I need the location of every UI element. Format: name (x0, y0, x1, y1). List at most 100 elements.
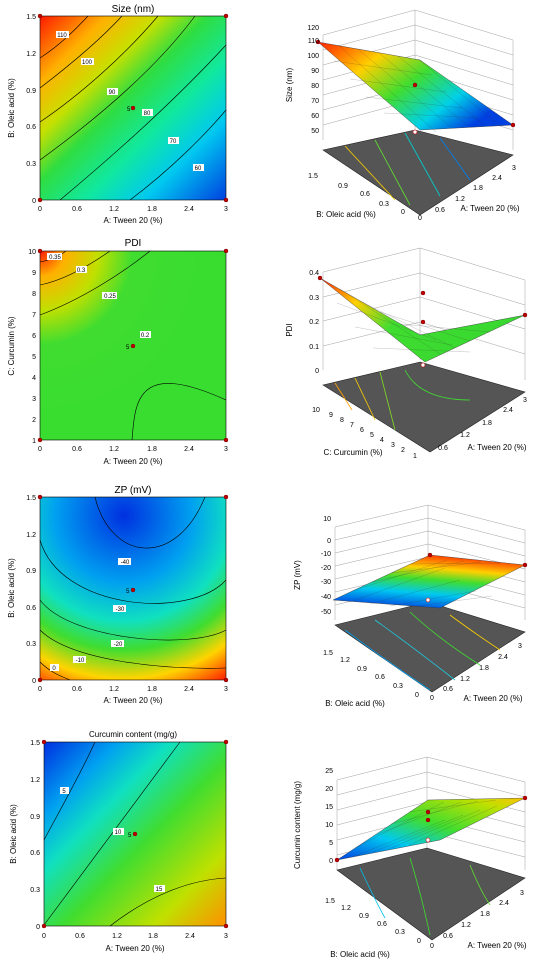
center-point (130, 105, 136, 111)
x-tick: 1.2 (112, 933, 122, 940)
curcumin-contour-label-15: 15 (156, 887, 163, 893)
z-tick: -20 (321, 565, 331, 572)
design-point-below (420, 362, 426, 368)
x-tick: 0 (418, 215, 422, 222)
design-point (223, 248, 229, 254)
x-tick: 3 (224, 686, 228, 693)
curcumin-surface-ylabel: B: Oleic acid (%) (330, 950, 390, 959)
z-tick: 15 (325, 804, 333, 811)
curcumin-surface-plot: 0 5 10 15 20 25 Curcumin content (mg/g) … (293, 756, 528, 959)
design-point (37, 677, 43, 683)
pdi-surface-ylabel: C: Curcumin (%) (323, 448, 382, 457)
zp-contour-label-40: -40 (121, 560, 130, 566)
size-surface-zlabel: Size (nm) (285, 68, 294, 103)
zp-contour-label-0: 0 (52, 666, 56, 672)
x-tick: 2.4 (184, 206, 194, 213)
x-tick: 0.6 (72, 206, 82, 213)
size-surface-xlabel: A: Tween 20 (%) (461, 204, 520, 213)
y-tick: 0.9 (359, 913, 369, 920)
z-tick: 25 (325, 768, 333, 775)
y-tick: 8 (32, 291, 36, 298)
size-surface-ylabel: B: Oleic acid (%) (316, 210, 376, 219)
y-tick: 0.6 (360, 191, 370, 198)
x-tick: 1.2 (109, 206, 119, 213)
y-tick: 0.9 (26, 88, 36, 95)
y-tick: 5 (32, 354, 36, 361)
z-tick: 120 (307, 25, 319, 32)
design-point-below (425, 597, 431, 603)
size-contour-ylabel: B: Oleic acid (%) (7, 78, 16, 138)
z-tick: 0 (327, 538, 331, 545)
zp-contour-xlabel: A: Tween 20 (%) (104, 696, 163, 705)
design-point (223, 197, 229, 203)
zp-surface-xlabel: A: Tween 20 (%) (464, 694, 523, 703)
x-tick: 1.2 (460, 676, 470, 683)
y-tick: 0.6 (375, 674, 385, 681)
y-tick: 3 (391, 442, 395, 449)
z-tick: 80 (311, 83, 319, 90)
z-tick: 0.4 (309, 270, 319, 277)
y-tick: 0 (401, 209, 405, 216)
z-tick: 5 (329, 840, 333, 847)
design-point (223, 677, 229, 683)
y-tick: 0.3 (26, 161, 36, 168)
zp-contour-label-20: -20 (114, 642, 123, 648)
curcumin-contour-ylabel: B: Oleic acid (%) (9, 804, 18, 864)
z-tick: -10 (321, 551, 331, 558)
x-tick: 2.4 (492, 175, 502, 182)
y-tick: 1.5 (325, 898, 335, 905)
pdi-contour-label-03: 0.3 (77, 268, 86, 274)
z-tick: 0.3 (309, 295, 319, 302)
y-tick: 1.5 (26, 14, 36, 21)
size-contour-label-80: 80 (144, 111, 151, 117)
pdi-contour-title: PDI (125, 238, 142, 249)
design-point (412, 82, 418, 88)
design-point (522, 312, 528, 318)
z-tick: -50 (321, 609, 331, 616)
center-point (130, 343, 136, 349)
size-contour-label-60: 60 (195, 166, 202, 172)
y-tick: 0 (32, 678, 36, 685)
y-tick: 0 (32, 198, 36, 205)
pdi-contour-label-02: 0.2 (141, 333, 150, 339)
design-point (37, 494, 43, 500)
size-contour-line-80 (39, 15, 196, 161)
y-tick: 10 (312, 407, 320, 414)
design-point (522, 795, 528, 801)
size-contour-line-90 (39, 15, 159, 123)
y-tick: 4 (380, 437, 384, 444)
pdi-contour-label-035: 0.35 (49, 255, 61, 261)
y-tick: 1 (32, 438, 36, 445)
x-tick: 2.4 (499, 900, 509, 907)
y-tick: 9 (32, 270, 36, 277)
x-tick: 2.4 (184, 446, 194, 453)
zp-contour-label-30: -30 (116, 607, 125, 613)
design-point (37, 248, 43, 254)
center-point-label: 5 (128, 833, 132, 839)
y-tick: 1.5 (308, 173, 318, 180)
z-tick: 100 (307, 53, 319, 60)
center-point (132, 831, 138, 837)
design-point (315, 39, 321, 45)
design-point (223, 494, 229, 500)
curcumin-contour-plot: Curcumin content (mg/g) 5 10 15 5 0 0.6 … (9, 730, 229, 953)
zp-contour-label-10: -10 (76, 658, 85, 664)
y-tick: 1.5 (26, 495, 36, 502)
curcumin-contour-line-15 (109, 877, 227, 927)
y-tick: 0 (36, 924, 40, 931)
curcumin-contour-label-5: 5 (62, 789, 66, 795)
size-surface-plot: 50 60 70 80 90 100 110 120 Size (nm) 1.5… (285, 9, 520, 222)
size-contour-line-60 (129, 109, 227, 201)
center-point-label: 5 (127, 107, 131, 113)
pdi-surface-plot: 0 0.1 0.2 0.3 0.4 PDI 10 9 8 7 6 5 4 3 2… (285, 247, 528, 460)
x-tick: 1.2 (455, 196, 465, 203)
y-tick: 0.6 (30, 850, 40, 857)
z-tick: 70 (311, 98, 319, 105)
y-tick: 0.9 (357, 666, 367, 673)
z-tick: 10 (323, 516, 331, 523)
x-tick: 2.4 (498, 654, 508, 661)
x-tick: 0.6 (72, 686, 82, 693)
y-tick: 1.2 (26, 51, 36, 58)
y-tick: 6 (32, 333, 36, 340)
